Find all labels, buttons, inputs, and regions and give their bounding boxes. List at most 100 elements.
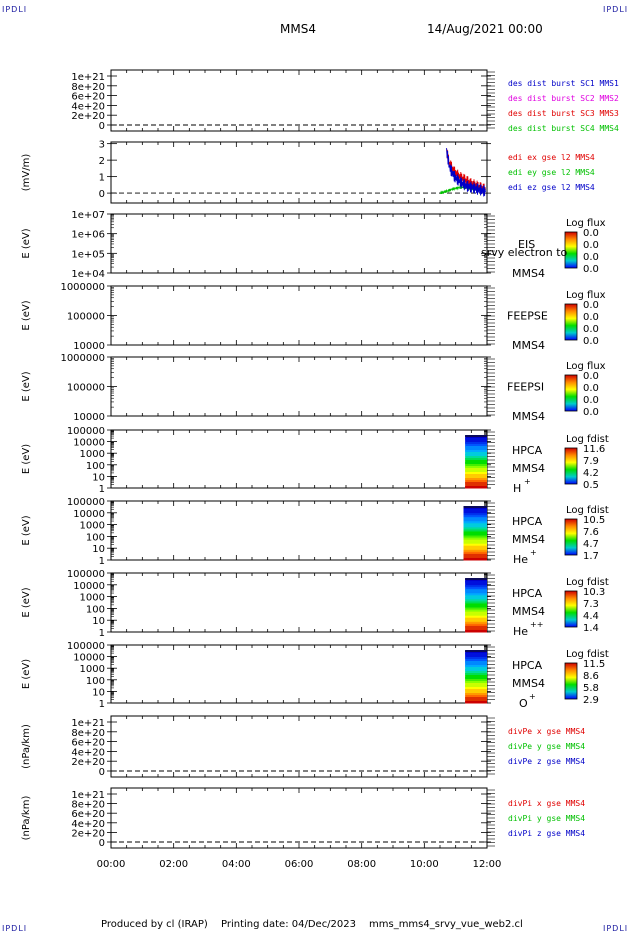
spectrogram-edge (462, 468, 466, 470)
spectrogram-cell-row (463, 527, 487, 530)
spectrogram-cell-row (465, 599, 487, 602)
species-label: He (513, 553, 528, 566)
legend-entry: des dist burst SC2 MMS2 (508, 94, 619, 103)
y-tick-label: 2 (99, 156, 105, 167)
colorbar-tick-label: 0.0 (583, 371, 599, 382)
spectrogram-cell-row (465, 607, 487, 611)
spectrogram-top-band (465, 650, 487, 652)
spectrogram-cell-row (463, 517, 487, 520)
y-tick-label: 2e+20 (71, 828, 105, 839)
y-tick-label: 10000 (73, 412, 105, 423)
spectrogram-cell-row (465, 474, 487, 477)
spectrogram-edge (462, 651, 466, 653)
legend-entry: des dist burst SC4 MMS4 (508, 124, 619, 133)
spectrogram-cell-row (465, 478, 487, 481)
spectrogram-cell-row (463, 515, 487, 518)
spectrogram-edge (460, 519, 464, 522)
spectrogram-edge (462, 484, 466, 486)
spacecraft-label: MMS4 (512, 677, 545, 690)
instrument-label: HPCA (512, 444, 543, 457)
spectrogram-edge (462, 655, 466, 657)
colorbar-title: Log fdist (566, 505, 609, 516)
spectrogram-edge (462, 663, 466, 665)
y-tick-label: 10000 (73, 341, 105, 352)
spacecraft-label: MMS4 (512, 605, 545, 618)
spectrogram-cell-row (465, 653, 487, 656)
spectrogram-cell-row (465, 581, 487, 584)
panel-frame-9 (110, 715, 488, 778)
panel-frame-7 (110, 572, 488, 633)
spectrogram-cell-row (465, 627, 487, 631)
spectrogram-edge (462, 440, 466, 442)
spectrogram-cell-row (465, 677, 487, 680)
y-tick-label: 100000 (67, 641, 105, 652)
y-axis-label: E (eV) (21, 587, 32, 617)
y-tick-label: 1e+05 (71, 249, 105, 260)
colorbar-title: Log flux (566, 361, 606, 372)
spectrogram-cell-row (465, 589, 487, 592)
spectrogram-cell-row (463, 545, 487, 549)
y-tick-label: 1000 (80, 593, 105, 604)
y-tick-label: 6e+20 (71, 738, 105, 749)
spectrogram-edge (462, 460, 466, 462)
legend-entry: des dist burst SC3 MMS3 (508, 109, 619, 118)
spectrogram-cell-row (465, 587, 487, 590)
instrument-label: HPCA (512, 587, 543, 600)
legend-entry: divPe z gse MMS4 (508, 757, 585, 766)
spectrogram-edge (462, 659, 466, 661)
spectrogram-cell-row (465, 693, 487, 696)
spectrogram-cell-row (465, 484, 487, 487)
spectrogram-cell-row (465, 681, 487, 684)
legend-entry: divPi y gse MMS4 (508, 814, 585, 823)
legend-entry: divPi x gse MMS4 (508, 799, 585, 808)
spectrogram-cell-row (465, 625, 487, 629)
spectrogram-cell-row (463, 551, 487, 555)
spacecraft-label: MMS4 (512, 267, 545, 280)
spectrogram-edge (462, 591, 466, 594)
spectrogram-cell-row (465, 603, 487, 606)
y-tick-label: 1e+21 (71, 72, 105, 83)
spectrogram-edge (462, 436, 466, 438)
spectrogram-cell-row (463, 541, 487, 545)
spectrogram-edge (462, 583, 466, 586)
colorbar-tick-label: 0.0 (583, 312, 599, 323)
panel-frame-1 (110, 141, 488, 204)
colorbar-5 (564, 447, 578, 485)
legend-entry: divPe y gse MMS4 (508, 742, 585, 751)
colorbar-tick-label: 0.0 (583, 324, 599, 335)
spectrogram-edge (462, 687, 466, 689)
footer-produced: Produced by cl (IRAP) (101, 919, 208, 930)
spectrogram-cell-row (465, 448, 487, 451)
spectrogram-edge (462, 691, 466, 693)
spectrogram-edge (462, 667, 466, 669)
spectrogram-cell-row (465, 613, 487, 617)
spectrogram-cell-row (463, 523, 487, 526)
spectrogram-edge (460, 543, 464, 546)
panel-frame-3 (110, 285, 488, 346)
spectrogram-cell-row (465, 476, 487, 479)
y-tick-label: 100000 (67, 497, 105, 508)
spectrogram-cell-row (465, 440, 487, 443)
y-tick-label: 100 (86, 461, 105, 472)
y-tick-label: 1000000 (60, 282, 105, 293)
spectrogram-cell-row (465, 458, 487, 461)
plot-title: MMS4 (280, 22, 316, 36)
spectrogram-cell-row (465, 699, 487, 702)
spectrogram-edge (462, 456, 466, 458)
instrument-label: FEEPSI (507, 381, 544, 394)
y-tick-label: 2e+20 (71, 111, 105, 122)
colorbar-tick-label: 0.0 (583, 336, 599, 347)
y-axis-label: E (eV) (21, 300, 32, 330)
spectrogram-cell-row (465, 444, 487, 447)
y-tick-label: 100000 (67, 312, 105, 323)
spectrogram-cell-row (463, 547, 487, 551)
spectrogram-edge (462, 579, 466, 582)
corner-label-top-left: IPDLI (2, 5, 28, 14)
y-tick-label: 100 (86, 532, 105, 543)
y-tick-label: 4e+20 (71, 747, 105, 758)
spectrogram-cell-row (465, 482, 487, 485)
colorbar-tick-label: 11.6 (583, 444, 605, 455)
y-axis-label: E (eV) (21, 228, 32, 258)
y-tick-label: 10000 (73, 581, 105, 592)
